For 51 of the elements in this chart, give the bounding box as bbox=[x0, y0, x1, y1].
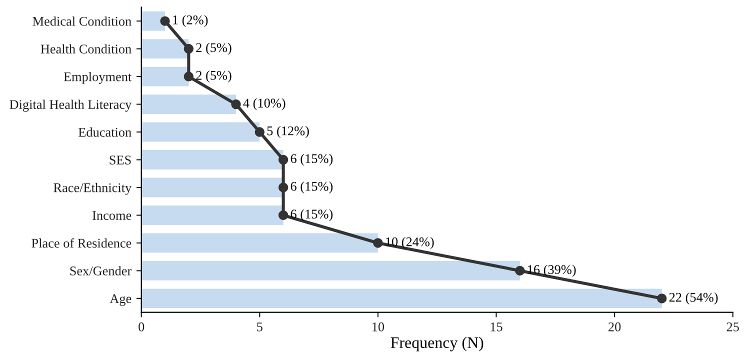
bar bbox=[141, 39, 189, 58]
y-tick-label: Age bbox=[110, 294, 132, 306]
bar bbox=[141, 233, 378, 253]
data-label: 2 (5%) bbox=[196, 70, 232, 83]
bar bbox=[141, 261, 520, 280]
point bbox=[515, 266, 525, 276]
x-tick-label: 20 bbox=[608, 322, 621, 332]
x-tick-label: 5 bbox=[257, 322, 262, 332]
point bbox=[184, 44, 194, 54]
y-tick-label: Education bbox=[78, 127, 132, 137]
bar bbox=[141, 94, 236, 114]
x-tick-label: 25 bbox=[726, 322, 739, 332]
x-tick-label: 10 bbox=[372, 322, 384, 332]
y-tick-label: Race/Ethnicity bbox=[54, 182, 132, 195]
data-label: 6 (15%) bbox=[290, 209, 333, 222]
y-tick-label: Digital Health Literacy bbox=[10, 100, 132, 112]
data-label: 1 (2%) bbox=[173, 15, 208, 28]
y-tick-label: SES bbox=[110, 156, 131, 164]
bar bbox=[141, 178, 284, 198]
y-tick-label: Health Condition bbox=[40, 44, 132, 54]
data-label: 2 (5%) bbox=[196, 42, 232, 55]
point bbox=[160, 16, 170, 26]
y-tick-label: Employment bbox=[64, 72, 132, 84]
point bbox=[184, 72, 194, 82]
point bbox=[278, 154, 288, 165]
point bbox=[278, 210, 288, 220]
x-axis-title: Frequency (N) bbox=[390, 336, 484, 352]
point bbox=[254, 127, 265, 137]
data-label: 16 (39%) bbox=[528, 264, 576, 277]
bar bbox=[141, 288, 662, 308]
bar bbox=[141, 66, 189, 86]
y-tick-label: Place of Residence bbox=[32, 238, 132, 248]
data-label: 10 (24%) bbox=[386, 236, 434, 249]
data-label: 5 (12%) bbox=[267, 126, 309, 138]
x-tick-label: 0 bbox=[138, 322, 144, 332]
x-tick-label: 15 bbox=[490, 322, 502, 332]
bar bbox=[141, 150, 284, 170]
point bbox=[657, 294, 667, 304]
y-tick-label: Medical Condition bbox=[32, 16, 132, 26]
y-tick-label: Income bbox=[92, 211, 132, 220]
point bbox=[373, 238, 383, 248]
point bbox=[278, 182, 288, 192]
bar bbox=[141, 122, 260, 142]
point bbox=[231, 99, 241, 110]
bar bbox=[141, 11, 166, 31]
bar bbox=[141, 206, 284, 225]
y-tick-label: Sex/Gender bbox=[70, 266, 132, 276]
data-label: 22 (54%) bbox=[669, 292, 718, 304]
data-label: 4 (10%) bbox=[243, 98, 286, 110]
data-label: 6 (15%) bbox=[290, 182, 333, 194]
data-label: 6 (15%) bbox=[290, 154, 333, 166]
